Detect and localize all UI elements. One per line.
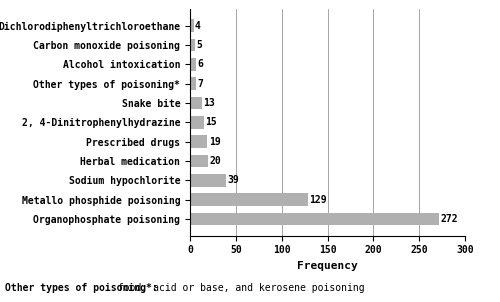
Text: food, acid or base, and kerosene poisoning: food, acid or base, and kerosene poisoni… (112, 283, 365, 293)
Text: 6: 6 (197, 59, 203, 69)
Bar (190, 174, 226, 187)
Text: 15: 15 (205, 117, 217, 127)
Text: Other types of poisoning*:: Other types of poisoning*: (5, 283, 158, 293)
Text: 129: 129 (310, 195, 327, 205)
Text: 39: 39 (227, 175, 239, 185)
Text: 7: 7 (198, 79, 203, 89)
Bar (190, 97, 202, 109)
Bar (190, 213, 440, 225)
Text: 272: 272 (440, 214, 458, 224)
Text: 5: 5 (196, 40, 202, 50)
Text: 13: 13 (204, 98, 215, 108)
Bar (190, 58, 196, 71)
Bar (190, 77, 196, 90)
Bar (190, 135, 208, 148)
Bar (190, 39, 194, 51)
Text: 19: 19 (209, 137, 220, 147)
Bar (190, 116, 204, 129)
Bar (190, 19, 194, 32)
Text: 20: 20 (210, 156, 222, 166)
X-axis label: Frequency: Frequency (297, 261, 358, 271)
Bar (190, 193, 308, 206)
Text: 4: 4 (195, 21, 201, 31)
Bar (190, 155, 208, 167)
